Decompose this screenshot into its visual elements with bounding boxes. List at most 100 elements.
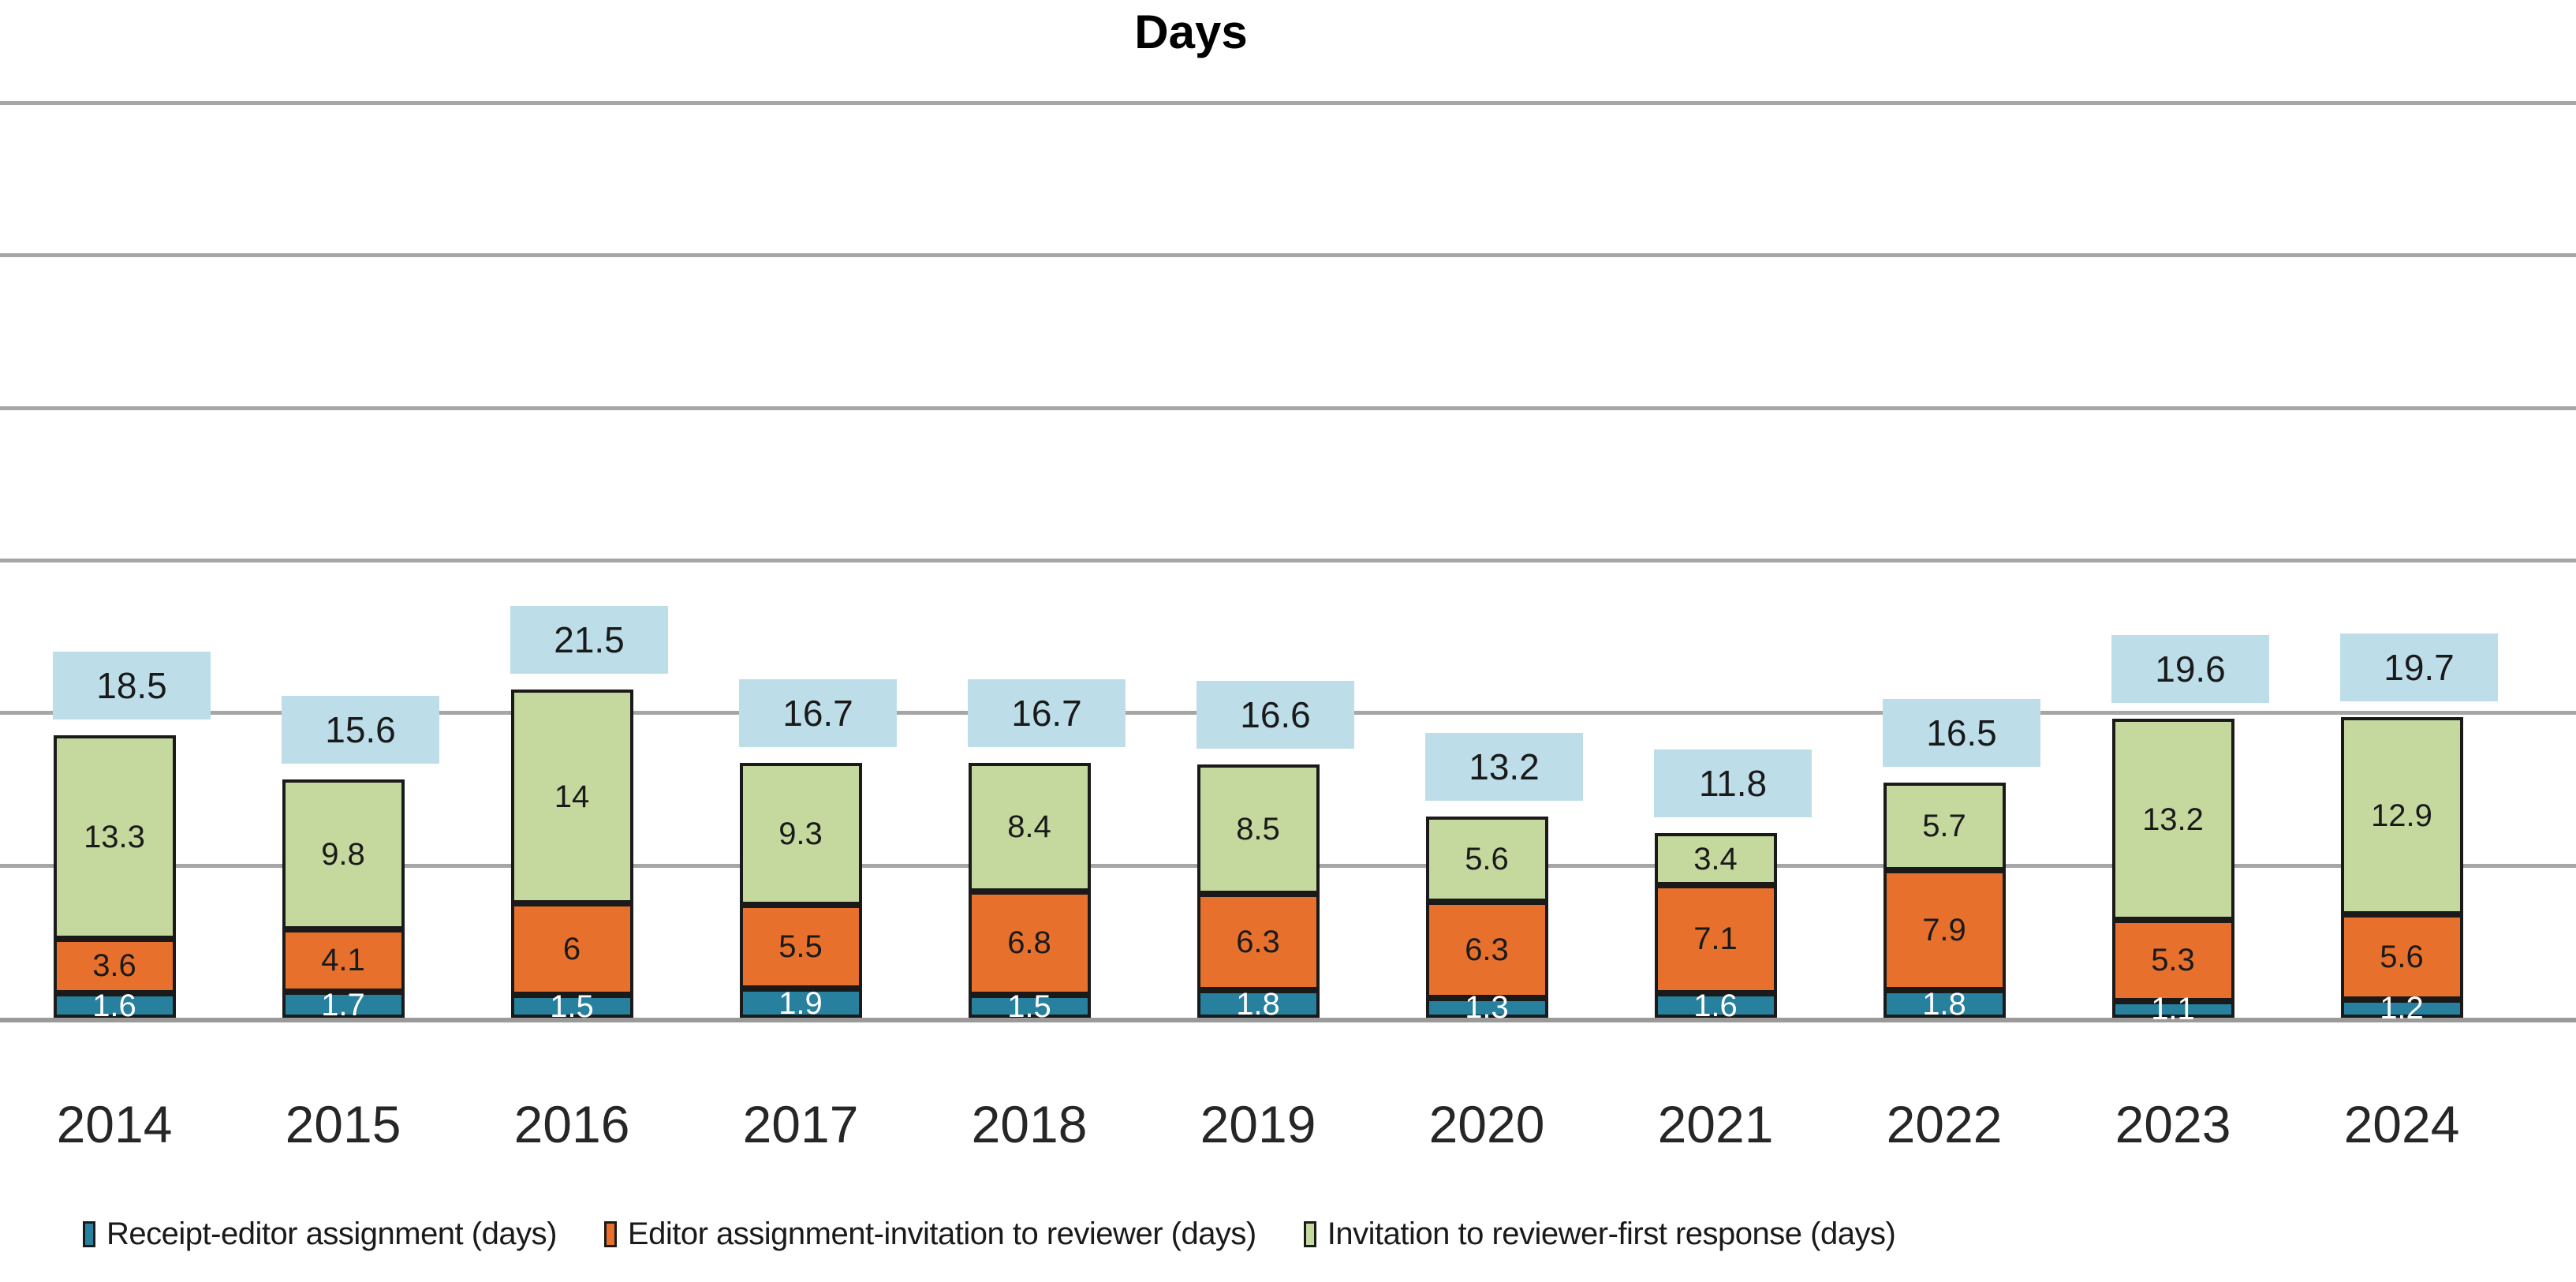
stacked-bar-2015: 9.8 4.1 1.7 xyxy=(282,779,405,1022)
bar-column-2014: 13.3 3.6 1.6 18.5 2014 xyxy=(0,652,229,1153)
segment-2018-series2: 8.4 xyxy=(968,763,1091,891)
x-axis-label-2017: 2017 xyxy=(742,1095,859,1153)
bar-column-2018: 8.4 6.8 1.5 16.7 2018 xyxy=(915,679,1144,1153)
segment-value-label: 1.6 xyxy=(1693,988,1738,1023)
segment-value-label: 5.7 xyxy=(1922,809,1966,844)
gridline xyxy=(0,101,2576,105)
segment-value-label: 6.3 xyxy=(1465,933,1509,967)
segment-value-label: 8.5 xyxy=(1236,812,1280,847)
segment-2015-series0: 1.7 xyxy=(282,987,405,1022)
segment-value-label: 14 xyxy=(554,779,590,814)
bar-column-2016: 14 6 1.5 21.5 2016 xyxy=(457,606,686,1153)
segment-2017-series1: 5.5 xyxy=(739,905,862,989)
chart-title: Days xyxy=(1134,6,1248,58)
legend-item-series2: Invitation to reviewer-first response (d… xyxy=(1303,1217,1896,1252)
gridline xyxy=(0,559,2576,563)
plot-area: 13.3 3.6 1.6 18.5 2014 9.8 4.1 1.7 15.6 2015 14 6 1.… xyxy=(0,101,2576,1153)
segment-value-label: 13.3 xyxy=(84,819,145,854)
stacked-bar-2024: 12.9 5.6 1.2 xyxy=(2340,717,2463,1024)
segment-2019-series1: 6.3 xyxy=(1197,894,1320,991)
legend-label: Editor assignment-invitation to reviewer… xyxy=(627,1217,1256,1251)
total-label-2021: 11.8 xyxy=(1654,749,1812,818)
segment-value-label: 5.6 xyxy=(1465,841,1509,876)
legend: Receipt-editor assignment (days) Editor a… xyxy=(83,1217,1896,1252)
segment-2015-series2: 9.8 xyxy=(282,779,405,929)
segment-value-label: 1.8 xyxy=(1236,986,1280,1022)
segment-value-label: 5.3 xyxy=(2151,943,2195,978)
segment-value-label: 1.3 xyxy=(1465,990,1509,1026)
segment-2018-series0: 1.5 xyxy=(968,991,1091,1022)
total-label-2020: 13.2 xyxy=(1425,732,1583,801)
bar-column-2015: 9.8 4.1 1.7 15.6 2015 xyxy=(229,696,457,1153)
segment-value-label: 6 xyxy=(562,932,581,966)
gridline xyxy=(0,406,2576,410)
segment-2018-series1: 6.8 xyxy=(968,891,1091,995)
segment-value-label: 9.3 xyxy=(778,817,823,852)
segment-value-label: 6.3 xyxy=(1236,925,1280,960)
total-label-2018: 16.7 xyxy=(968,679,1126,748)
x-axis-label-2023: 2023 xyxy=(2115,1095,2231,1153)
stacked-bar-2018: 8.4 6.8 1.5 xyxy=(968,763,1091,1022)
gridline xyxy=(0,253,2576,258)
segment-2021-series0: 1.6 xyxy=(1654,990,1777,1022)
segment-value-label: 1.8 xyxy=(1922,986,1966,1022)
legend-item-series1: Editor assignment-invitation to reviewer… xyxy=(603,1217,1256,1252)
segment-2016-series0: 1.5 xyxy=(510,991,633,1022)
segment-value-label: 12.9 xyxy=(2371,798,2432,833)
segment-2019-series2: 8.5 xyxy=(1197,764,1320,895)
segment-2014-series0: 1.6 xyxy=(53,990,176,1022)
bar-column-2023: 13.2 5.3 1.1 19.6 2023 xyxy=(2059,635,2287,1153)
x-axis-label-2018: 2018 xyxy=(971,1095,1088,1153)
segment-2022-series0: 1.8 xyxy=(1883,986,2006,1022)
segment-2023-series1: 5.3 xyxy=(2111,920,2234,1001)
segment-value-label: 9.8 xyxy=(321,837,365,873)
segment-2014-series2: 13.3 xyxy=(53,735,176,939)
legend-label: Receipt-editor assignment (days) xyxy=(106,1217,557,1251)
segment-2020-series1: 6.3 xyxy=(1425,902,1548,998)
segment-2023-series0: 1.1 xyxy=(2111,993,2234,1025)
stacked-bar-2014: 13.3 3.6 1.6 xyxy=(53,735,176,1022)
x-axis-label-2022: 2022 xyxy=(1886,1095,2003,1153)
legend-marker-icon xyxy=(603,1221,617,1247)
legend-marker-icon xyxy=(83,1221,95,1247)
segment-2022-series1: 7.9 xyxy=(1883,869,2006,991)
x-axis-label-2020: 2020 xyxy=(1428,1095,1545,1153)
legend-item-series0: Receipt-editor assignment (days) xyxy=(83,1217,557,1252)
segment-value-label: 6.8 xyxy=(1007,925,1051,961)
total-label-2015: 15.6 xyxy=(282,696,439,764)
bar-column-2019: 8.5 6.3 1.8 16.6 2019 xyxy=(1144,681,1372,1153)
segment-value-label: 1.2 xyxy=(2380,991,2424,1026)
x-axis-label-2014: 2014 xyxy=(56,1095,173,1153)
segment-2021-series1: 7.1 xyxy=(1654,884,1777,994)
segment-2019-series0: 1.8 xyxy=(1197,986,1320,1022)
total-label-2019: 16.6 xyxy=(1197,681,1354,749)
segment-value-label: 5.6 xyxy=(2380,939,2424,974)
total-label-2023: 19.6 xyxy=(2111,635,2269,704)
segment-value-label: 13.2 xyxy=(2142,802,2204,837)
total-label-2014: 18.5 xyxy=(53,652,211,720)
segment-value-label: 1.7 xyxy=(321,987,365,1022)
segment-value-label: 1.6 xyxy=(92,988,136,1023)
x-axis-label-2016: 2016 xyxy=(513,1095,630,1153)
segment-value-label: 1.1 xyxy=(2151,992,2195,1027)
stacked-bar-2023: 13.2 5.3 1.1 xyxy=(2111,719,2234,1025)
stacked-bar-2021: 3.4 7.1 1.6 xyxy=(1654,833,1777,1022)
segment-2017-series0: 1.9 xyxy=(739,988,862,1019)
total-label-2024: 19.7 xyxy=(2340,634,2498,702)
x-axis-label-2021: 2021 xyxy=(1657,1095,1774,1153)
x-axis-label-2019: 2019 xyxy=(1200,1095,1316,1153)
segment-2016-series1: 6 xyxy=(510,903,633,995)
segment-value-label: 7.1 xyxy=(1693,921,1738,957)
x-axis-line xyxy=(0,1018,2576,1022)
total-label-2017: 16.7 xyxy=(739,679,897,748)
total-label-2016: 21.5 xyxy=(510,606,668,675)
segment-value-label: 3.6 xyxy=(92,948,136,984)
stacked-bar-2017: 9.3 5.5 1.9 xyxy=(739,763,862,1019)
bar-column-2020: 5.6 6.3 1.3 13.2 2020 xyxy=(1372,732,1601,1153)
segment-value-label: 3.4 xyxy=(1693,841,1738,876)
bar-column-2024: 12.9 5.6 1.2 19.7 2024 xyxy=(2287,634,2516,1153)
segment-2016-series2: 14 xyxy=(510,690,633,903)
stacked-bar-2020: 5.6 6.3 1.3 xyxy=(1425,816,1548,1023)
bars-container: 13.3 3.6 1.6 18.5 2014 9.8 4.1 1.7 15.6 2015 14 6 1.… xyxy=(0,103,2516,1153)
